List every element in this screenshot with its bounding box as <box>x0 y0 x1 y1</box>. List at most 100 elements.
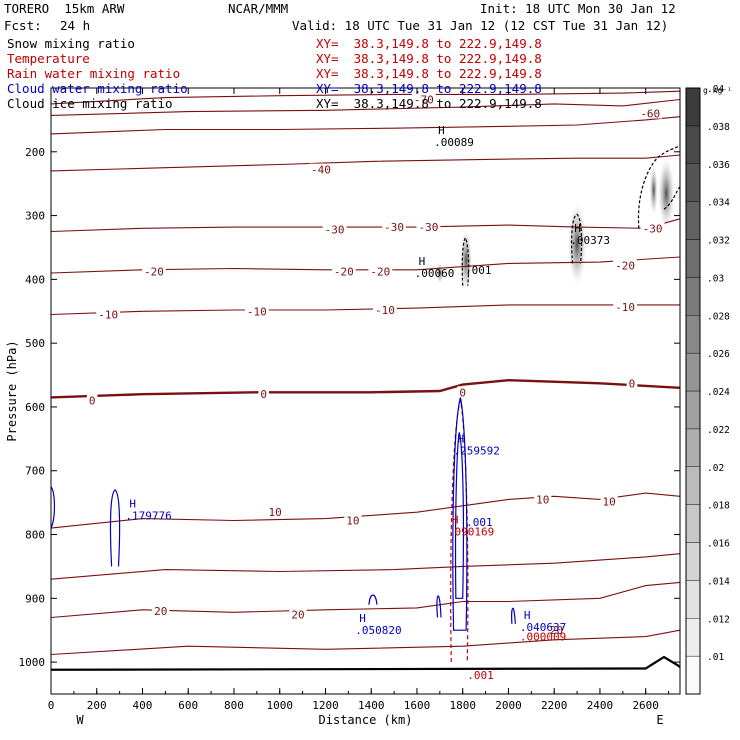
temperature-label-bg <box>638 107 663 119</box>
x-tick-label: 800 <box>224 699 244 712</box>
cloud-water-contour <box>454 432 465 599</box>
max-value-label: .090169 <box>448 525 494 538</box>
y-tick-label: 1000 <box>19 656 46 669</box>
ice-shading-blob <box>568 204 587 285</box>
temperature-label-bg <box>613 259 638 271</box>
temperature-contour-label: -60 <box>640 108 660 121</box>
temperature-contour-line <box>50 378 681 399</box>
colorbar-cell <box>685 315 701 354</box>
ice-shading-blob <box>658 158 675 229</box>
annotation-layer: H.00089H.00373H.00060.001H.179776H.25959… <box>125 124 610 682</box>
temperature-label-bg <box>86 394 98 406</box>
y-axis-title: Pressure (hPa) <box>5 340 19 441</box>
colorbar-tick-label: .026 <box>707 349 730 360</box>
temperature-contour-label: 0 <box>459 386 466 399</box>
temperature-contour-label: 0 <box>629 377 636 390</box>
model-title: TORERO 15km ARW <box>4 1 125 16</box>
x-tick-label: 2000 <box>495 699 522 712</box>
legend-xy-range: XY= 38.3,149.8 to 222.9,149.8 <box>316 51 542 66</box>
cloud-water-contour <box>109 489 121 567</box>
colorbar-tick-label: .036 <box>707 160 730 171</box>
max-marker-label: H <box>359 612 366 625</box>
temperature-label-bg <box>344 514 362 526</box>
legend-field-name: Cloud water mixing ratio <box>7 81 188 96</box>
temperature-label-bg <box>266 506 284 518</box>
temperature-contour-label: 10 <box>346 514 359 527</box>
max-value-label: .040637 <box>520 621 566 634</box>
fcst-label: Fcst: <box>4 18 42 33</box>
legend-xy-range: XY= 38.3,149.8 to 222.9,149.8 <box>316 96 542 111</box>
ice-contour <box>461 236 470 286</box>
colorbar-cell <box>685 201 701 240</box>
org-label: NCAR/MMM <box>228 1 289 16</box>
ice-shading-layer <box>435 158 675 291</box>
colorbar-tick-label: .024 <box>707 387 730 398</box>
y-tick-label: 400 <box>25 273 45 286</box>
temperature-label-bg <box>626 377 638 389</box>
temperature-label-bg <box>382 221 406 233</box>
x-tick-label: 1400 <box>358 699 385 712</box>
plot-frame <box>50 87 681 695</box>
temperature-contour-label: -20 <box>144 266 164 279</box>
temperature-label-bg <box>534 493 552 505</box>
max-value-label: .00373 <box>570 234 610 247</box>
temperature-label-bg <box>368 265 393 277</box>
temperature-label-bg <box>613 300 638 312</box>
temperature-contour-label: -30 <box>384 221 404 234</box>
colorbar: .01 .012 .014 .016 .018 .02 .022 .024 .026 .028 .0… <box>685 84 732 695</box>
x-tick-label: 1000 <box>266 699 293 712</box>
temperature-contour-label: 10 <box>602 495 615 508</box>
temperature-label-bg <box>289 608 307 620</box>
colorbar-tick-label: .012 <box>707 614 730 625</box>
colorbar-cell <box>685 428 701 467</box>
temperature-contour-label: 0 <box>89 395 96 408</box>
fcst-value: 24 h <box>60 18 91 33</box>
temperature-label-layer: -70 -60 -40 -30 -30 -30 -30 -20 -20 -20 -20 -10 -10 -… <box>86 93 665 637</box>
x-tick-label: 600 <box>178 699 198 712</box>
x-tick-label: 1200 <box>312 699 339 712</box>
temperature-contour-label: -10 <box>247 305 267 318</box>
legend-field-name: Snow mixing ratio <box>7 36 135 51</box>
y-tick-label: 700 <box>25 465 45 478</box>
legend-field-name: Cloud ice mixing ratio <box>7 96 173 111</box>
temperature-contour-label: -20 <box>615 259 635 272</box>
temperature-contour-label: 0 <box>260 388 267 401</box>
colorbar-tick-label: .01 <box>707 652 724 663</box>
temperature-contour-label: 10 <box>269 506 282 519</box>
y-tick-label: 600 <box>25 401 45 414</box>
temperature-contour-label: 10 <box>536 493 549 506</box>
colorbar-cell <box>685 87 701 127</box>
temperature-label-bg <box>322 223 347 235</box>
temperature-contour-line <box>50 98 681 116</box>
colorbar-cell <box>685 655 701 695</box>
max-value-label: .001 <box>467 669 494 682</box>
x-tick-label: 1800 <box>449 699 476 712</box>
max-value-label: .00089 <box>434 136 474 149</box>
temperature-label-bg <box>640 222 665 234</box>
temperature-label-bg <box>152 605 170 617</box>
temperature-label-bg <box>96 308 121 320</box>
max-value-label: .001 <box>465 264 492 277</box>
temperature-label-bg <box>416 221 441 233</box>
colorbar-cell <box>685 580 701 619</box>
temperature-label-bg <box>331 265 356 277</box>
max-marker-label: H <box>438 124 445 137</box>
colorbar-cell <box>685 466 701 505</box>
ice-contour <box>571 213 583 264</box>
temperature-contour-label: -40 <box>311 164 331 177</box>
colorbar-tick-label: .022 <box>707 425 730 436</box>
x-tick-label: 400 <box>133 699 153 712</box>
colorbar-cell <box>685 239 701 278</box>
max-value-label: .179776 <box>125 509 171 522</box>
init-time: Init: 18 UTC Mon 30 Jan 12 <box>480 1 676 16</box>
x-tick-label: 0 <box>48 699 55 712</box>
temperature-contour-line <box>50 90 681 105</box>
temperature-contour-line <box>50 629 681 656</box>
temperature-contour-label: -10 <box>375 304 395 317</box>
temperature-contour-label: 20 <box>291 608 304 621</box>
legend-xy-range: XY= 38.3,149.8 to 222.9,149.8 <box>316 81 542 96</box>
max-value-label: .050820 <box>355 624 401 637</box>
east-label: E <box>656 713 663 727</box>
axes-layer: 0 200 400 600 800 1000 1200 1400 1600 1800 2000 220… <box>5 87 681 727</box>
